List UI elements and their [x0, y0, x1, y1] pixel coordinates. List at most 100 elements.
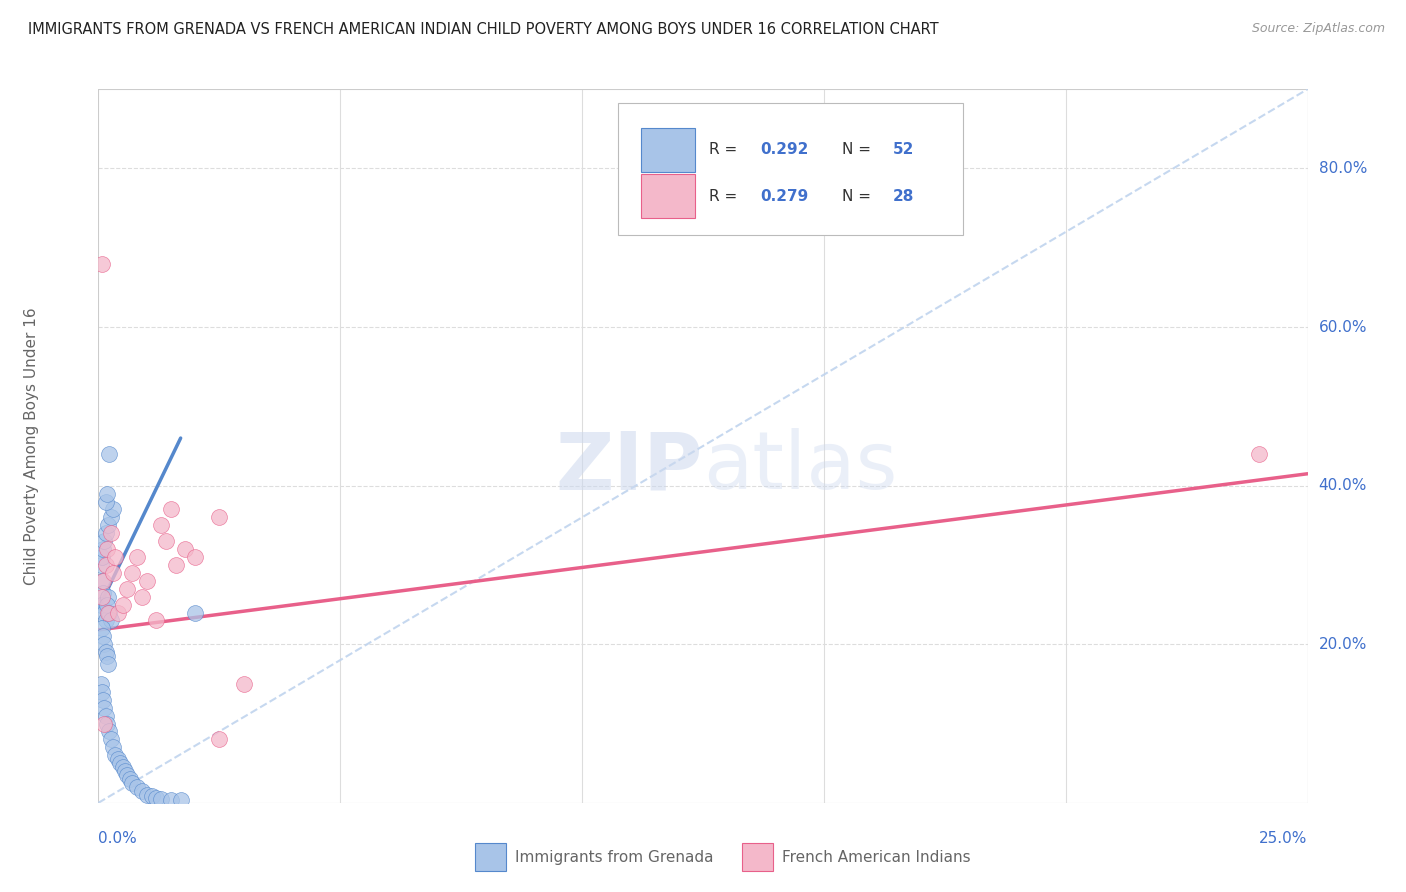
Text: Source: ZipAtlas.com: Source: ZipAtlas.com	[1251, 22, 1385, 36]
Point	[94, 558, 117, 572]
Point	[97, 590, 120, 604]
Point	[184, 606, 207, 620]
Point	[150, 792, 173, 806]
Point	[104, 549, 127, 564]
Point	[101, 502, 124, 516]
Point	[91, 585, 114, 599]
Point	[100, 526, 122, 541]
Point	[93, 637, 115, 651]
Point	[1249, 447, 1271, 461]
Point	[97, 657, 120, 671]
Point	[108, 756, 131, 771]
Text: 0.292: 0.292	[759, 143, 808, 157]
Point	[94, 614, 117, 628]
Point	[96, 542, 118, 557]
Text: 52: 52	[893, 143, 914, 157]
Point	[145, 791, 167, 805]
Point	[127, 549, 149, 564]
Point	[90, 598, 112, 612]
Point	[94, 708, 117, 723]
Text: 40.0%: 40.0%	[1319, 478, 1367, 493]
Text: R =: R =	[709, 189, 742, 203]
Text: R =: R =	[709, 143, 742, 157]
Point	[90, 677, 112, 691]
Point	[232, 677, 254, 691]
Point	[145, 614, 167, 628]
Point	[121, 776, 143, 790]
FancyBboxPatch shape	[619, 103, 963, 235]
Point	[101, 566, 124, 580]
Point	[100, 510, 122, 524]
Text: IMMIGRANTS FROM GRENADA VS FRENCH AMERICAN INDIAN CHILD POVERTY AMONG BOYS UNDER: IMMIGRANTS FROM GRENADA VS FRENCH AMERIC…	[28, 22, 939, 37]
Point	[114, 764, 136, 778]
Point	[150, 518, 173, 533]
Point	[131, 784, 153, 798]
Text: atlas: atlas	[703, 428, 897, 507]
Point	[91, 574, 114, 588]
Point	[98, 724, 121, 739]
Point	[117, 768, 139, 782]
Point	[107, 752, 129, 766]
Point	[91, 574, 114, 588]
Point	[135, 788, 157, 802]
Point	[96, 486, 118, 500]
Point	[96, 716, 118, 731]
Point	[91, 549, 114, 564]
Point	[91, 257, 114, 271]
Text: 25.0%: 25.0%	[1260, 830, 1308, 846]
Point	[155, 534, 177, 549]
Text: 60.0%: 60.0%	[1319, 319, 1367, 334]
Text: 0.279: 0.279	[759, 189, 808, 203]
Point	[90, 558, 112, 572]
Point	[91, 685, 114, 699]
Point	[127, 780, 149, 794]
Point	[93, 700, 115, 714]
Point	[98, 447, 121, 461]
Point	[96, 598, 118, 612]
Point	[121, 566, 143, 580]
Point	[93, 606, 115, 620]
Text: N =: N =	[842, 189, 876, 203]
Text: ZIP: ZIP	[555, 428, 703, 507]
Point	[111, 598, 134, 612]
Point	[135, 574, 157, 588]
Point	[97, 606, 120, 620]
Point	[169, 793, 191, 807]
Point	[117, 582, 139, 596]
Text: Child Poverty Among Boys Under 16: Child Poverty Among Boys Under 16	[24, 307, 39, 585]
Point	[94, 526, 117, 541]
Point	[111, 760, 134, 774]
Point	[100, 614, 122, 628]
Text: Immigrants from Grenada: Immigrants from Grenada	[515, 849, 713, 864]
Point	[91, 692, 114, 706]
Point	[131, 590, 153, 604]
Point	[174, 542, 197, 557]
Point	[118, 772, 141, 786]
FancyBboxPatch shape	[641, 128, 695, 171]
Point	[96, 649, 118, 664]
FancyBboxPatch shape	[641, 175, 695, 218]
Point	[160, 502, 183, 516]
Text: 20.0%: 20.0%	[1319, 637, 1367, 652]
Point	[104, 748, 127, 763]
Point	[100, 732, 122, 747]
Point	[98, 606, 121, 620]
Point	[165, 558, 187, 572]
Text: N =: N =	[842, 143, 876, 157]
Point	[94, 494, 117, 508]
Point	[107, 606, 129, 620]
Point	[93, 534, 115, 549]
Point	[184, 549, 207, 564]
Point	[94, 645, 117, 659]
Point	[91, 590, 114, 604]
Text: 80.0%: 80.0%	[1319, 161, 1367, 176]
Point	[91, 621, 114, 635]
Text: French American Indians: French American Indians	[782, 849, 970, 864]
Point	[160, 792, 183, 806]
Point	[101, 740, 124, 755]
Point	[208, 732, 231, 747]
Text: 0.0%: 0.0%	[98, 830, 138, 846]
Text: 28: 28	[893, 189, 914, 203]
Point	[91, 629, 114, 643]
Point	[97, 518, 120, 533]
